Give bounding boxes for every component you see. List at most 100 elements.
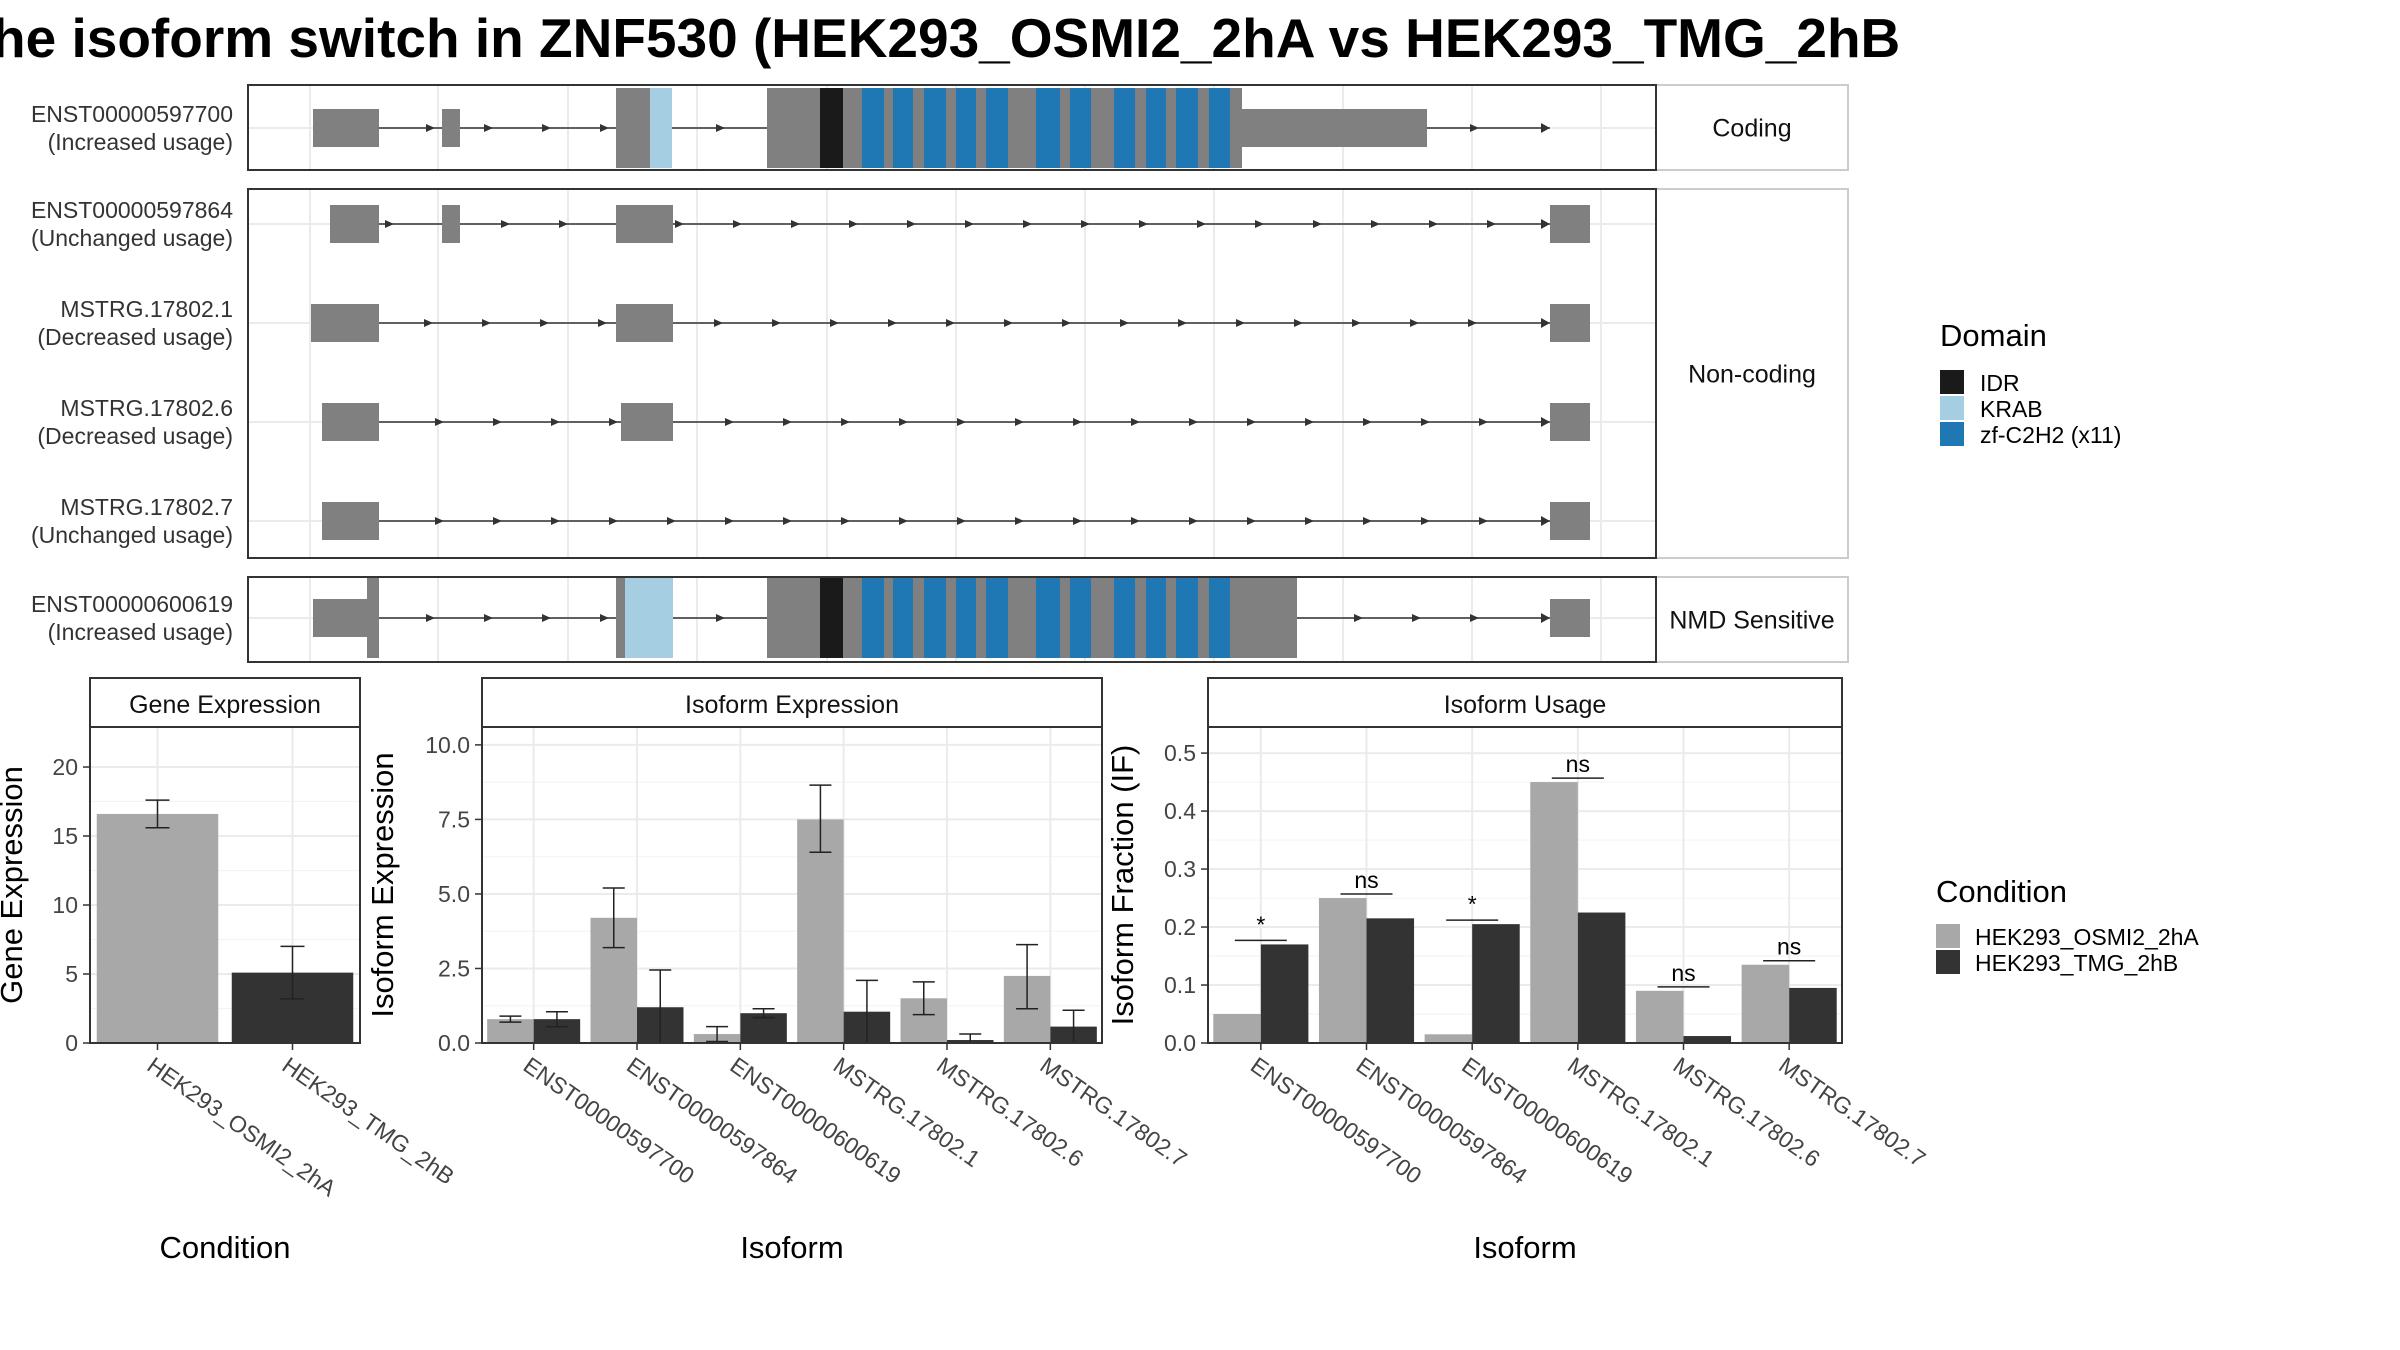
condition-legend-title: Condition	[1936, 874, 2067, 909]
y-tick-label: 5	[65, 961, 78, 987]
y-tick-label: 0.4	[1164, 798, 1196, 824]
legend-label: HEK293_OSMI2_2hA	[1975, 924, 2199, 950]
direction-arrow	[888, 319, 897, 327]
direction-arrow	[957, 517, 966, 525]
cds-edge	[367, 578, 379, 658]
transcript-row: ENST00000600619(Increased usage)	[31, 578, 1590, 658]
domain-block	[1176, 88, 1198, 168]
isoform-id-label: ENST00000597864	[31, 197, 233, 223]
domain-block	[1036, 578, 1060, 658]
facet-strip	[1655, 188, 1849, 559]
direction-arrow	[1541, 417, 1550, 427]
isoform-usage-label: (Increased usage)	[48, 129, 233, 155]
y-tick-label: 0.0	[438, 1030, 470, 1056]
direction-arrow	[540, 319, 549, 327]
legend-label: HEK293_TMG_2hB	[1975, 950, 2178, 976]
significance-label: *	[1468, 891, 1477, 917]
direction-arrow	[1479, 517, 1488, 525]
bar-panel: 0.0 0.1 0.2 0.3 0.4 0.5 * ns * ns ns ns ENST00000597…	[1105, 677, 1931, 1265]
direction-arrow	[1004, 319, 1013, 327]
utr-block	[1240, 109, 1427, 147]
direction-arrow	[1131, 418, 1140, 426]
direction-arrow	[1073, 418, 1082, 426]
direction-arrow	[725, 418, 734, 426]
bar	[1789, 987, 1837, 1043]
domain-block	[820, 88, 843, 168]
x-tick-label: ENST00000600619	[725, 1052, 905, 1189]
bar	[1530, 782, 1578, 1043]
facet-panel-border	[247, 84, 1657, 171]
legend-label: zf-C2H2 (x11)	[1980, 422, 2121, 448]
y-axis-title: Gene Expression	[0, 766, 29, 1004]
direction-arrow	[1363, 517, 1372, 525]
domain-block	[1146, 578, 1166, 658]
direction-arrow	[1189, 517, 1198, 525]
direction-arrow	[435, 418, 444, 426]
plot-background	[1208, 727, 1842, 1043]
domain-block	[650, 88, 672, 168]
direction-arrow	[426, 614, 435, 622]
bar	[1366, 918, 1415, 1043]
y-tick-label: 5.0	[438, 881, 470, 907]
bar	[1424, 1034, 1473, 1043]
structure-facet: NMD Sensitive ENST00000600619(Increased u…	[31, 576, 1849, 663]
exon-block	[1550, 599, 1590, 637]
y-tick-label: 15	[52, 823, 78, 849]
direction-arrow	[482, 319, 491, 327]
x-tick-label: ENST00000597700	[1246, 1052, 1426, 1189]
isoform-id-label: ENST00000600619	[31, 591, 233, 617]
direction-arrow	[899, 517, 908, 525]
direction-arrow	[1305, 418, 1314, 426]
direction-arrow	[385, 220, 394, 228]
domain-block	[1070, 578, 1091, 658]
significance-label: ns	[1354, 867, 1378, 893]
direction-arrow	[725, 517, 734, 525]
bar-panel: 0.0 2.5 5.0 7.5 10.0 ENST00000597700ENST00000…	[365, 677, 1192, 1265]
direction-arrow	[1197, 220, 1206, 228]
y-tick-label: 0.1	[1164, 972, 1196, 998]
direction-arrow	[716, 124, 725, 132]
significance-label: ns	[1566, 751, 1590, 777]
exon-block	[616, 205, 673, 243]
panel-strip	[481, 677, 1103, 728]
domain-block	[956, 88, 976, 168]
exon-block	[621, 403, 673, 441]
direction-arrow	[424, 319, 433, 327]
exon-block	[442, 205, 460, 243]
direction-arrow	[493, 418, 502, 426]
direction-arrow	[1247, 418, 1256, 426]
transcript-row: ENST00000597864(Unchanged usage)	[31, 197, 1590, 251]
exon-block	[442, 109, 460, 147]
bar	[1577, 912, 1626, 1043]
x-axis-title: Condition	[160, 1230, 291, 1265]
direction-arrow	[1470, 124, 1479, 132]
direction-arrow	[1081, 220, 1090, 228]
facet-panel-border	[247, 188, 1657, 559]
y-tick-label: 10.0	[425, 732, 470, 758]
direction-arrow	[1062, 319, 1071, 327]
bar	[96, 813, 219, 1043]
direction-arrow	[946, 319, 955, 327]
domain-block	[986, 88, 1008, 168]
exon-block	[311, 304, 379, 342]
domain-block	[986, 578, 1008, 658]
direction-arrow	[598, 319, 607, 327]
direction-arrow	[791, 220, 800, 228]
panel-strip	[89, 677, 361, 728]
domain-legend-title: Domain	[1940, 318, 2047, 353]
legend-label: KRAB	[1980, 396, 2043, 422]
bar	[533, 1019, 581, 1043]
plot-background	[482, 727, 1102, 1043]
bar	[487, 1019, 534, 1043]
figure-title: he isoform switch in ZNF530 (HEK293_OSMI…	[0, 7, 1900, 69]
bar	[1472, 924, 1520, 1043]
domain-block	[1209, 88, 1230, 168]
legend-swatch	[1936, 950, 1960, 974]
domain-block	[820, 578, 843, 658]
direction-arrow	[1410, 319, 1419, 327]
direction-arrow	[426, 124, 435, 132]
y-tick-label: 0.0	[1164, 1030, 1196, 1056]
